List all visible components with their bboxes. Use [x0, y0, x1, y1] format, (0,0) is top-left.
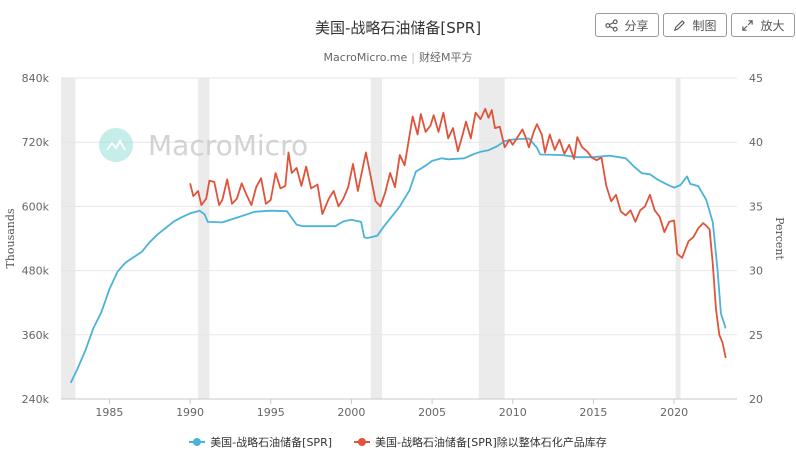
draw-label: 制图	[692, 18, 717, 33]
recession-band	[61, 78, 76, 399]
y-left-tick-label: 240k	[22, 393, 50, 406]
chart-subtitle: MacroMicro.me | 财经M平方	[0, 49, 796, 65]
source-cn-label: 财经M平方	[418, 51, 473, 64]
x-tick-label: 2000	[337, 406, 365, 419]
chart-title: 美国-战略石油储备[SPR]	[314, 19, 482, 37]
x-tick-label: 2005	[418, 406, 446, 419]
y-left-tick-label: 840k	[22, 72, 50, 85]
watermark-logo-icon	[99, 128, 133, 162]
legend-item-spr[interactable]: 美国-战略石油储备[SPR]	[189, 434, 332, 450]
recession-band	[370, 78, 383, 399]
y-right-tick-label: 35	[749, 200, 763, 213]
y-right-tick-label: 30	[749, 265, 763, 278]
recession-band	[198, 78, 210, 399]
recession-band	[478, 78, 505, 399]
y-left-tick-label: 360k	[22, 329, 50, 342]
zoom-button[interactable]: 放大	[731, 13, 795, 37]
pencil-icon	[674, 19, 686, 31]
x-tick-label: 2015	[579, 406, 607, 419]
share-icon	[605, 18, 619, 32]
legend: 美国-战略石油储备[SPR] 美国-战略石油储备[SPR]除以整体石化产品库存	[0, 434, 796, 450]
legend-marker-ratio	[354, 438, 370, 446]
source-label: MacroMicro.me	[323, 51, 408, 64]
y-right-tick-label: 45	[749, 72, 763, 85]
x-tick-label: 2010	[499, 406, 527, 419]
y-left-axis-title: Thousands	[4, 208, 17, 268]
share-button[interactable]: 分享	[595, 13, 659, 37]
x-tick-label: 1995	[257, 406, 285, 419]
legend-label-ratio: 美国-战略石油储备[SPR]除以整体石化产品库存	[375, 436, 607, 449]
y-left-tick-label: 600k	[22, 200, 50, 213]
y-right-tick-label: 20	[749, 393, 763, 406]
x-tick-label: 1990	[176, 406, 204, 419]
y-left-tick-label: 720k	[22, 136, 50, 149]
watermark-logo-mark	[106, 138, 126, 151]
legend-item-ratio[interactable]: 美国-战略石油储备[SPR]除以整体石化产品库存	[354, 434, 607, 450]
y-left-tick-label: 480k	[22, 265, 50, 278]
draw-button[interactable]: 制图	[663, 13, 727, 37]
source-separator: |	[411, 51, 415, 64]
y-right-tick-label: 40	[749, 136, 763, 149]
legend-label-spr: 美国-战略石油储备[SPR]	[210, 436, 332, 449]
y-right-axis-title: Percent	[773, 217, 786, 260]
recession-band	[675, 78, 681, 399]
x-tick-label: 1985	[95, 406, 123, 419]
watermark-text: MacroMicro	[148, 129, 308, 162]
y-right-tick-label: 25	[749, 329, 763, 342]
series-line-spr	[69, 137, 727, 384]
legend-marker-spr	[189, 438, 206, 446]
series-line-ratio	[189, 107, 727, 359]
zoom-label: 放大	[760, 18, 785, 33]
share-label: 分享	[624, 18, 649, 33]
x-tick-label: 2020	[660, 406, 688, 419]
expand-icon	[742, 19, 754, 31]
